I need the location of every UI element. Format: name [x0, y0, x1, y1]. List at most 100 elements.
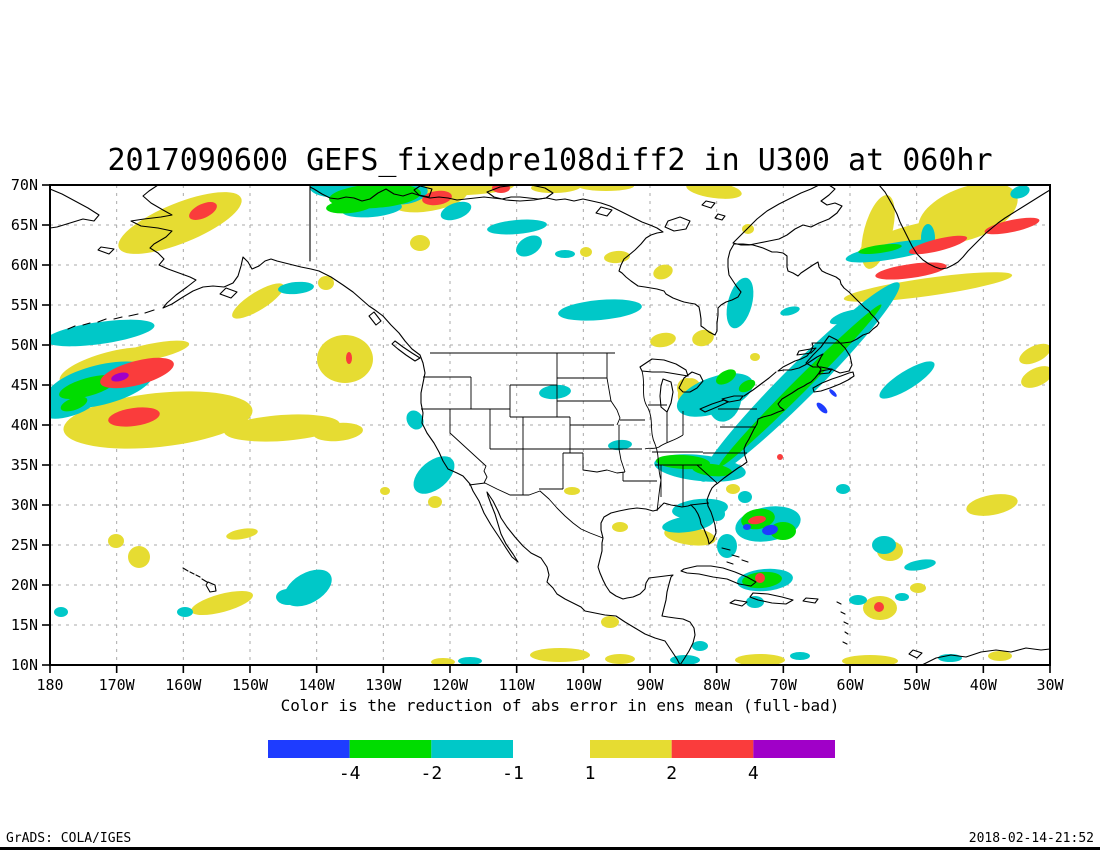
x-axis-label: 100W	[565, 676, 602, 694]
shaded-region-level1	[128, 546, 150, 568]
shaded-region-level-1	[836, 484, 850, 494]
shaded-region-level1	[63, 391, 253, 449]
shaded-region-level-1	[284, 569, 332, 607]
y-axis-label: 10N	[11, 656, 38, 674]
shaded-region-level-1	[558, 299, 642, 321]
shaded-region-level2	[908, 235, 968, 255]
shaded-region-level-1	[845, 239, 941, 263]
shaded-region-level-1	[746, 596, 764, 608]
shaded-region-level4	[111, 372, 129, 382]
x-axis-label: 40W	[970, 676, 998, 694]
shaded-region-level-1	[904, 559, 936, 571]
timestamp: 2018-02-14-21:52	[969, 831, 1094, 846]
bottom-edge-bar	[0, 847, 1100, 850]
grads-watermark: GrADS: COLA/IGES	[6, 831, 131, 846]
shaded-region-level-1	[406, 410, 424, 430]
coastline-anticosti	[796, 347, 817, 356]
coastline-hispaniola	[749, 592, 794, 605]
shaded-region-level1	[224, 414, 340, 442]
shaded-region-level-1	[555, 250, 575, 258]
shaded-region-level-1	[670, 655, 700, 665]
shaded-region-level-1	[692, 641, 708, 651]
shaded-region-level1	[612, 522, 628, 532]
colorbar-label: -1	[502, 763, 524, 784]
colorbar-negative-segment	[431, 740, 513, 758]
shaded-region-level1	[605, 654, 635, 664]
coastline-kodiak-island	[219, 287, 238, 299]
coastline-st-lawrence-river	[743, 371, 777, 397]
coastline-greenland	[878, 185, 1050, 270]
x-axis-label: 140W	[299, 676, 336, 694]
shaded-region-level1	[226, 528, 258, 540]
coastline-baffin-island	[732, 185, 843, 246]
coastline-nova-scotia	[812, 371, 855, 393]
coastline-puerto-rico	[802, 597, 819, 604]
shaded-region-level2	[984, 217, 1040, 235]
plot-frame	[49, 184, 1051, 666]
y-axis-label: 25N	[11, 536, 38, 554]
shaded-region-level-4	[762, 524, 778, 536]
shaded-region-level1	[910, 583, 926, 593]
coastline-alaska-west-america	[130, 185, 681, 665]
y-axis-label: 45N	[11, 376, 38, 394]
x-axis-label: 50W	[903, 676, 931, 694]
plot-title: 2017090600 GEFS_fixedpre108diff2 in U300…	[107, 143, 992, 178]
coastline-lake-ontario	[721, 395, 744, 403]
shaded-region-level-2	[692, 463, 732, 477]
shaded-region-level-1	[717, 534, 737, 558]
shaded-region-level-1	[440, 201, 472, 221]
shaded-region-level2	[874, 602, 884, 612]
shaded-region-level-1	[516, 235, 542, 257]
shaded-region-level-1	[790, 652, 810, 660]
colorbar-negative-segment	[349, 740, 432, 758]
x-axis-label: 90W	[636, 676, 664, 694]
coastline-banks-island	[413, 185, 433, 198]
shaded-region-level-1	[738, 491, 752, 503]
shaded-region-level-2	[718, 304, 882, 468]
shaded-region-level1	[410, 235, 430, 251]
colorbar-label: 2	[666, 763, 677, 784]
coastline-jamaica	[729, 599, 748, 607]
colorbar: -4 -2 -1 1 2 4	[268, 740, 835, 784]
x-axis-label: 70W	[770, 676, 798, 694]
shaded-region-level-1	[278, 281, 314, 295]
colorbar-label: -2	[420, 763, 442, 784]
shaded-region-level1	[1019, 343, 1050, 365]
x-axis-label: 80W	[703, 676, 731, 694]
shaded-region-level1	[735, 654, 785, 665]
shaded-region-level-2	[60, 396, 88, 412]
coastline-trinidad	[908, 649, 923, 659]
shaded-region-level-1	[895, 593, 909, 601]
shaded-region-level1	[530, 648, 590, 662]
x-axis-label: 120W	[432, 676, 469, 694]
colorbar-caption: Color is the reduction of abs error in e…	[281, 696, 840, 715]
y-axis-label: 30N	[11, 496, 38, 514]
coastline-king-william-island	[595, 206, 613, 217]
shaded-region-level1	[431, 658, 455, 665]
shaded-region-level-1	[662, 515, 714, 533]
shaded-region-level1	[531, 185, 581, 194]
coastline-southampton-island	[664, 216, 691, 232]
coastline-newfoundland	[805, 335, 853, 374]
coastline-lake-huron	[678, 371, 704, 393]
shaded-region-level1	[686, 185, 742, 199]
shaded-region-level-4	[816, 402, 828, 414]
shaded-region-level1	[653, 264, 673, 280]
y-axis-label: 55N	[11, 296, 38, 314]
shaded-region-level-1	[487, 219, 547, 235]
y-axis-label: 20N	[11, 576, 38, 594]
shaded-contour-regions	[50, 185, 1050, 665]
shaded-region-level2	[492, 185, 510, 193]
shaded-region-level-2	[326, 198, 374, 214]
shaded-region-level1	[692, 329, 714, 347]
shaded-region-level2	[189, 202, 217, 220]
x-axis-label: 180	[36, 676, 63, 694]
shaded-region-level1	[191, 590, 253, 616]
shaded-region-level-1	[539, 384, 571, 400]
shaded-region-level1	[988, 651, 1012, 661]
colorbar-positive-segment	[671, 740, 754, 758]
shaded-region-level1	[1021, 366, 1050, 388]
y-axis-label: 65N	[11, 216, 38, 234]
